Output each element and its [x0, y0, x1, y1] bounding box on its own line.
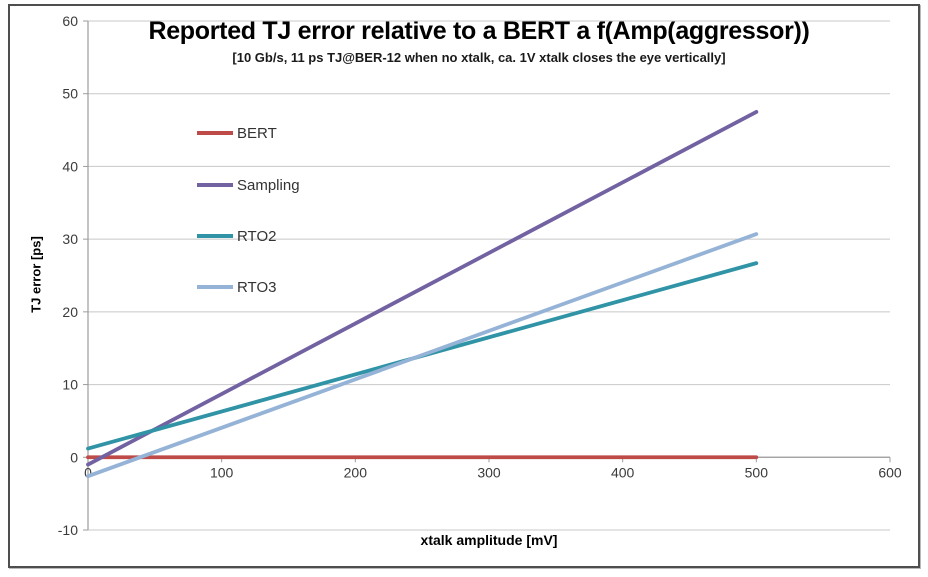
legend-label-bert: BERT [237, 125, 277, 142]
series-line-sampling [86, 109, 759, 467]
x-tick-label: 500 [745, 464, 769, 480]
chart-title: Reported TJ error relative to a BERT a f… [148, 17, 810, 45]
x-tick-label: 0 [84, 464, 92, 480]
x-axis-title: xtalk amplitude [mV] [420, 532, 558, 548]
y-tick-label: 50 [62, 86, 78, 102]
legend-label-rto3: RTO3 [237, 279, 276, 296]
legend-label-sampling: Sampling [237, 177, 300, 194]
legend-item-sampling: Sampling [197, 177, 300, 194]
y-tick-label: 20 [62, 304, 78, 320]
legend-item-rto3: RTO3 [197, 279, 276, 296]
y-tick-label: 0 [70, 449, 78, 465]
x-tick-label: 100 [210, 464, 234, 480]
x-tick-label: 400 [611, 464, 635, 480]
x-tick-label: 200 [344, 464, 368, 480]
legend-item-bert: BERT [197, 125, 277, 142]
x-tick-label: 600 [878, 464, 902, 480]
chart-subtitle: [10 Gb/s, 11 ps TJ@BER-12 when no xtalk,… [232, 50, 726, 65]
y-tick-label: 30 [62, 231, 78, 247]
y-tick-label: 60 [62, 13, 78, 29]
x-tick-label: 300 [477, 464, 501, 480]
y-tick-label: -10 [58, 522, 78, 538]
legend-item-rto2: RTO2 [197, 228, 276, 245]
legend-label-rto2: RTO2 [237, 228, 276, 245]
series-line-rto3 [86, 232, 759, 479]
y-tick-label: 40 [62, 158, 78, 174]
y-tick-label: 10 [62, 377, 78, 393]
